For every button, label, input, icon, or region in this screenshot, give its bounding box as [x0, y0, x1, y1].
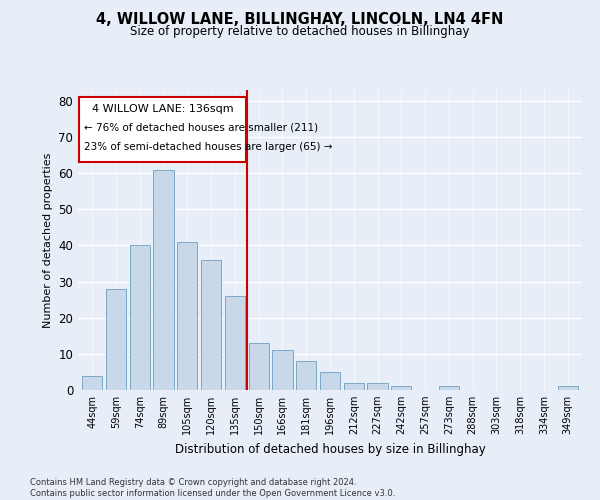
Text: ← 76% of detached houses are smaller (211): ← 76% of detached houses are smaller (21…: [84, 122, 318, 132]
Text: 4 WILLOW LANE: 136sqm: 4 WILLOW LANE: 136sqm: [92, 104, 233, 115]
Text: Contains HM Land Registry data © Crown copyright and database right 2024.
Contai: Contains HM Land Registry data © Crown c…: [30, 478, 395, 498]
Y-axis label: Number of detached properties: Number of detached properties: [43, 152, 53, 328]
Text: Size of property relative to detached houses in Billinghay: Size of property relative to detached ho…: [130, 25, 470, 38]
Bar: [201, 260, 221, 390]
Bar: [154, 170, 173, 390]
Bar: [130, 246, 150, 390]
Bar: [320, 372, 340, 390]
Bar: [82, 376, 103, 390]
Bar: [296, 361, 316, 390]
Text: 23% of semi-detached houses are larger (65) →: 23% of semi-detached houses are larger (…: [84, 142, 332, 152]
Bar: [272, 350, 293, 390]
Text: 4, WILLOW LANE, BILLINGHAY, LINCOLN, LN4 4FN: 4, WILLOW LANE, BILLINGHAY, LINCOLN, LN4…: [97, 12, 503, 28]
Bar: [439, 386, 459, 390]
X-axis label: Distribution of detached houses by size in Billinghay: Distribution of detached houses by size …: [175, 442, 485, 456]
Bar: [248, 343, 269, 390]
Bar: [391, 386, 412, 390]
Bar: [344, 383, 364, 390]
FancyBboxPatch shape: [79, 97, 245, 162]
Bar: [367, 383, 388, 390]
Bar: [225, 296, 245, 390]
Bar: [106, 289, 126, 390]
Bar: [177, 242, 197, 390]
Bar: [557, 386, 578, 390]
